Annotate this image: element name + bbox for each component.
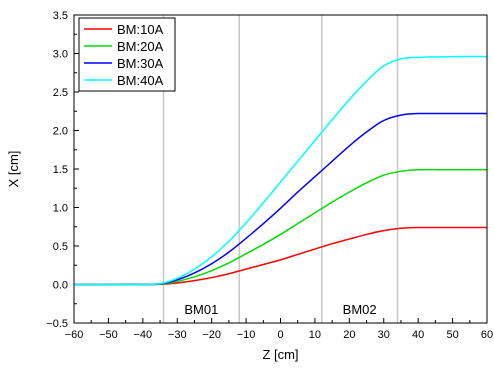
x-tick-label: 0 [277, 329, 283, 341]
annotations: BM01 BM02 [184, 302, 376, 317]
series-line-bm-10a [73, 226, 487, 286]
series-line-bm-30a [73, 112, 487, 286]
series-lines [73, 55, 488, 286]
plot-frame [73, 14, 488, 324]
y-tick-label: 1.5 [53, 164, 68, 176]
x-tick-label: 60 [481, 329, 493, 341]
annotation-label: BM02 [343, 302, 377, 317]
y-tick-label: 0.0 [53, 280, 68, 292]
x-tick-label: 20 [343, 329, 355, 341]
legend-label: BM:40A [117, 73, 164, 88]
y-tick-label: 3.5 [53, 10, 68, 22]
legend-label: BM:20A [117, 39, 164, 54]
legend-label: BM:30A [117, 56, 164, 71]
x-tick-label: −10 [237, 329, 256, 341]
series-line-bm-40a [73, 55, 488, 286]
y-tick-label: −0.5 [46, 318, 68, 330]
tick-labels: −60 −50 −40 −30 −20 −10 0 10 20 30 40 50 60 −0.5 0.0 0.… [46, 10, 493, 341]
legend: BM:10A BM:20A BM:30A BM:40A [78, 17, 176, 92]
x-tick-label: −20 [202, 329, 221, 341]
y-tick-label: 2.0 [53, 126, 68, 138]
x-tick-label: 30 [378, 329, 390, 341]
x-tick-label: −50 [99, 329, 118, 341]
axis-ticks [73, 14, 488, 324]
y-axis-title: X [cm] [6, 151, 21, 188]
legend-box [78, 17, 176, 92]
y-tick-label: 0.5 [53, 241, 68, 253]
x-tick-label: 50 [446, 329, 458, 341]
y-tick-label: 2.5 [53, 87, 68, 99]
y-tick-label: 1.0 [53, 203, 68, 215]
x-tick-label: −40 [133, 329, 152, 341]
y-tick-label: 3.0 [53, 49, 68, 61]
x-tick-label: 40 [412, 329, 424, 341]
legend-label: BM:10A [117, 22, 164, 37]
annotation-label: BM01 [184, 302, 218, 317]
x-tick-label: −60 [65, 329, 84, 341]
x-axis-title: Z [cm] [262, 347, 298, 362]
series-line-bm-20a [73, 168, 487, 286]
x-tick-label: 10 [309, 329, 321, 341]
x-tick-label: −30 [168, 329, 187, 341]
